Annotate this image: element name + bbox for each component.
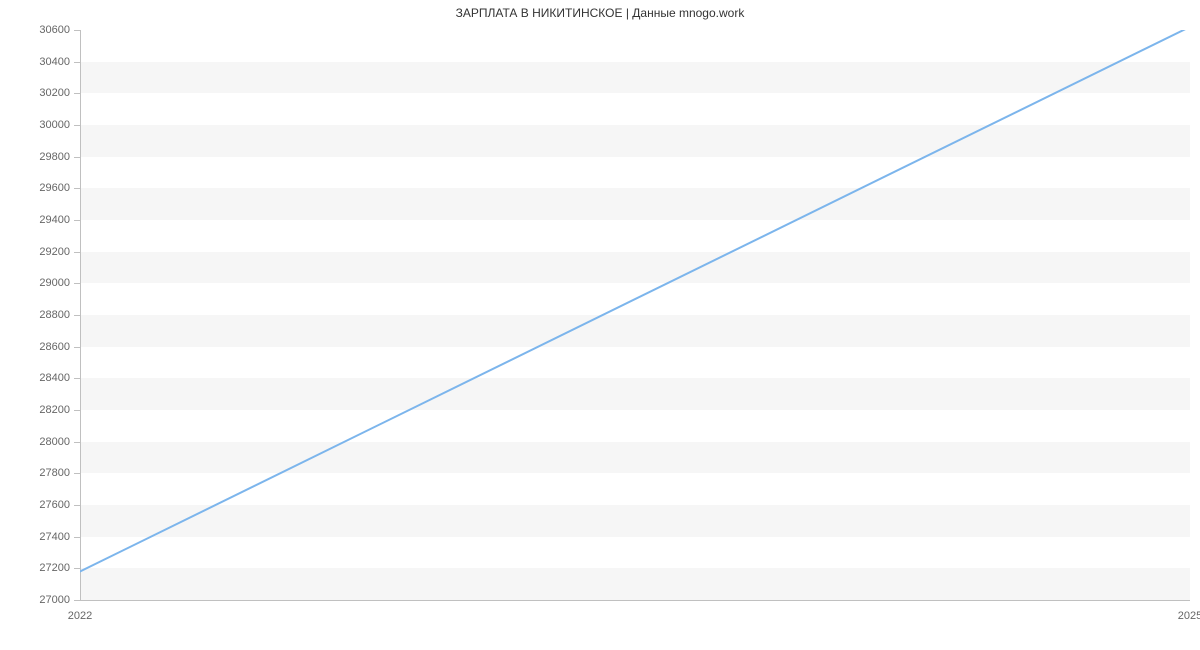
y-axis-label: 30000 [10,119,70,131]
y-axis-label: 28400 [10,372,70,384]
salary-chart: ЗАРПЛАТА В НИКИТИНСКОЕ | Данные mnogo.wo… [0,0,1200,650]
chart-title: ЗАРПЛАТА В НИКИТИНСКОЕ | Данные mnogo.wo… [0,6,1200,20]
x-axis-label: 2022 [68,610,92,622]
x-axis-label: 2025 [1178,610,1200,622]
y-axis-label: 29800 [10,151,70,163]
plot-area: 2700027200274002760027800280002820028400… [80,30,1190,600]
y-axis-label: 28200 [10,404,70,416]
y-axis-label: 30400 [10,56,70,68]
y-axis-label: 27000 [10,594,70,606]
series-line [80,30,1190,600]
x-axis-line [80,600,1190,601]
y-axis-label: 29200 [10,246,70,258]
y-axis-label: 27800 [10,467,70,479]
y-axis-label: 27600 [10,499,70,511]
y-axis-label: 29000 [10,277,70,289]
y-axis-label: 29600 [10,182,70,194]
y-axis-label: 30200 [10,87,70,99]
y-axis-label: 27200 [10,562,70,574]
y-axis-label: 27400 [10,531,70,543]
y-axis-label: 30600 [10,24,70,36]
y-axis-label: 28800 [10,309,70,321]
y-axis-label: 28000 [10,436,70,448]
y-axis-label: 29400 [10,214,70,226]
y-axis-label: 28600 [10,341,70,353]
